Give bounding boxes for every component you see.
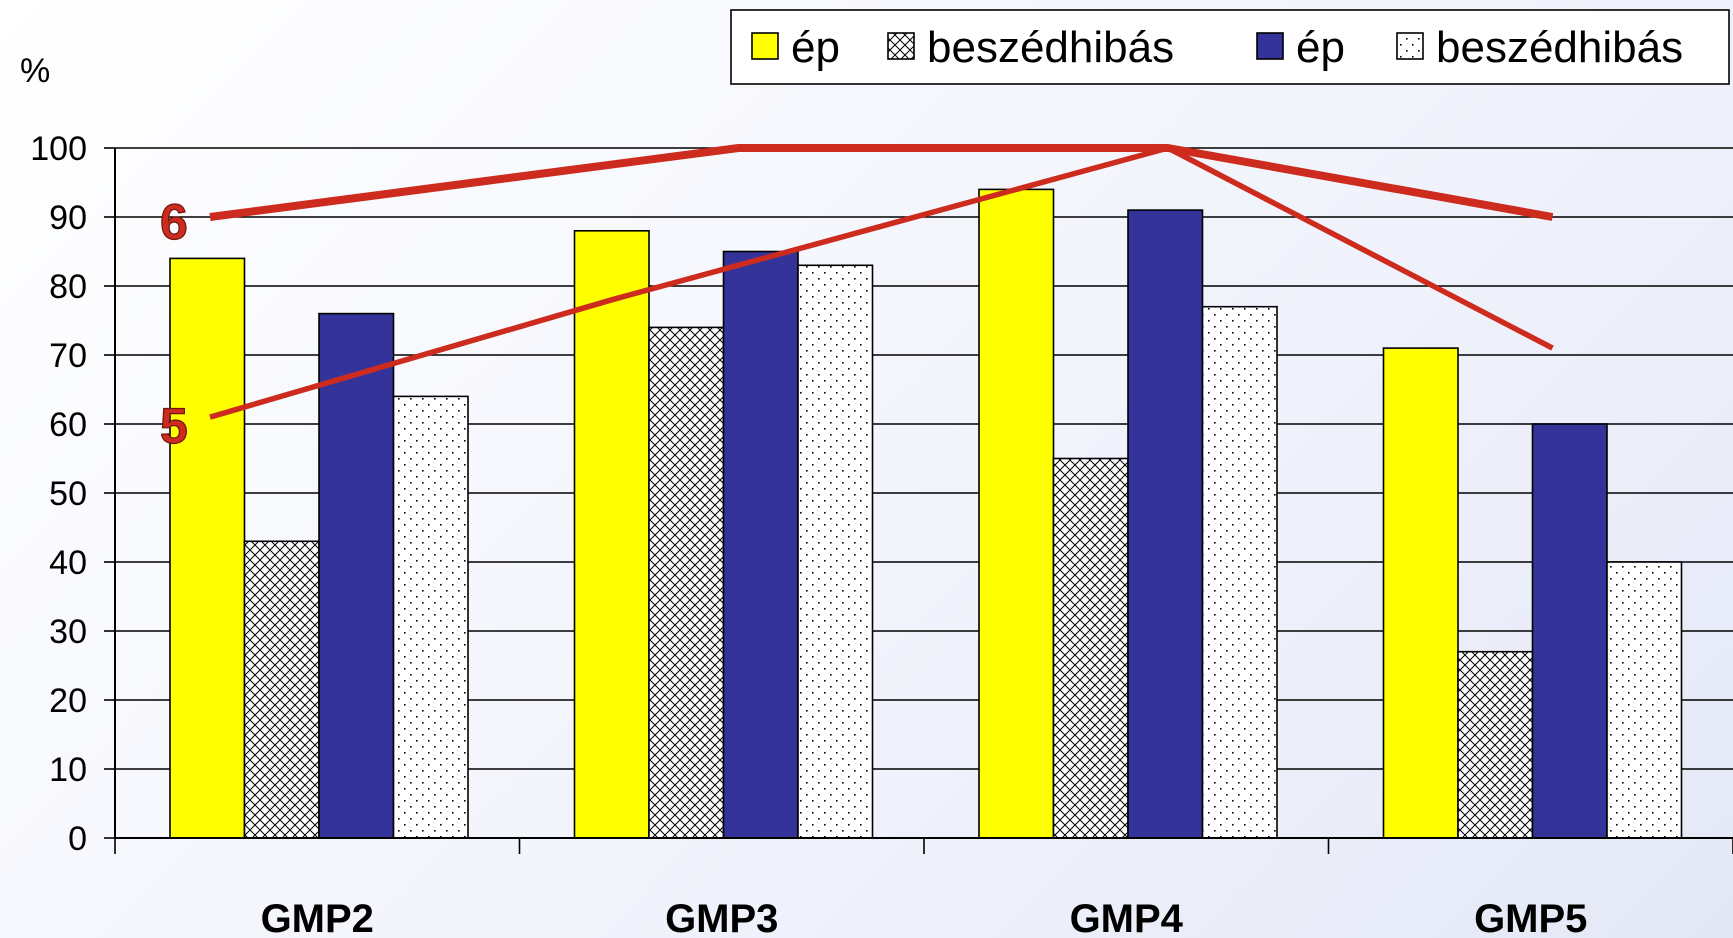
y-tick-label-60: 60 <box>49 406 87 444</box>
bar-gmp2-series-1 <box>169 257 246 839</box>
bar-gmp5-series-4 <box>1606 561 1683 839</box>
legend-swatch-2 <box>887 32 915 60</box>
legend-label-3: ép <box>1296 23 1345 72</box>
x-category-label-gmp5: GMP5 <box>1474 897 1587 938</box>
legend-swatch-1 <box>751 32 779 60</box>
bar-gmp2-series-4 <box>392 395 469 839</box>
bar-gmp2-series-3 <box>318 312 395 839</box>
annotation-line-5 <box>209 145 1554 420</box>
y-tick-label-40: 40 <box>49 544 87 582</box>
legend-swatch-3 <box>1256 32 1284 60</box>
bar-gmp3-series-1 <box>573 230 650 839</box>
legend-swatch-4 <box>1396 32 1424 60</box>
x-category-label-gmp3: GMP3 <box>665 897 778 938</box>
bar-gmp4-series-2 <box>1052 457 1129 839</box>
y-tick-label-10: 10 <box>49 751 87 789</box>
axes: 0 10 20 30 40 50 60 70 80 90 100 GMP2 GMP3 GMP4 GMP5 <box>30 130 1733 938</box>
legend-label-1: ép <box>791 23 840 72</box>
bar-gmp3-series-3 <box>722 250 799 839</box>
y-tick-label-50: 50 <box>49 475 87 513</box>
y-tick-label-100: 100 <box>30 130 87 168</box>
y-tick-label-70: 70 <box>49 337 87 375</box>
bar-gmp5-series-2 <box>1457 650 1534 839</box>
bar-gmp2-series-2 <box>243 540 320 839</box>
bar-gmp3-series-2 <box>648 326 725 839</box>
x-category-label-gmp2: GMP2 <box>261 897 374 938</box>
annotation-lines: 65 <box>159 144 1554 455</box>
y-tick-label-30: 30 <box>49 613 87 651</box>
y-tick-label-20: 20 <box>49 682 87 720</box>
bar-gmp5-series-3 <box>1531 423 1608 839</box>
bar-gmp4-series-3 <box>1127 209 1204 839</box>
legend-label-2: beszédhibás <box>927 23 1174 72</box>
annotation-line-6 <box>209 144 1554 221</box>
legend: ép beszédhibás ép beszédhibás <box>730 9 1730 85</box>
bar-gmp3-series-4 <box>797 264 874 839</box>
annotation-label-6: 6 <box>160 194 188 250</box>
x-category-label-gmp4: GMP4 <box>1070 897 1184 938</box>
y-tick-label-0: 0 <box>68 820 87 858</box>
annotation-label-5: 5 <box>160 398 188 454</box>
bar-gmp4-series-1 <box>978 188 1055 839</box>
bar-gmp5-series-1 <box>1382 347 1459 839</box>
y-unit-label: % <box>20 52 50 90</box>
legend-label-4: beszédhibás <box>1436 23 1683 72</box>
bar-gmp4-series-4 <box>1201 305 1278 839</box>
y-tick-label-80: 80 <box>49 268 87 306</box>
y-tick-label-90: 90 <box>49 199 87 237</box>
